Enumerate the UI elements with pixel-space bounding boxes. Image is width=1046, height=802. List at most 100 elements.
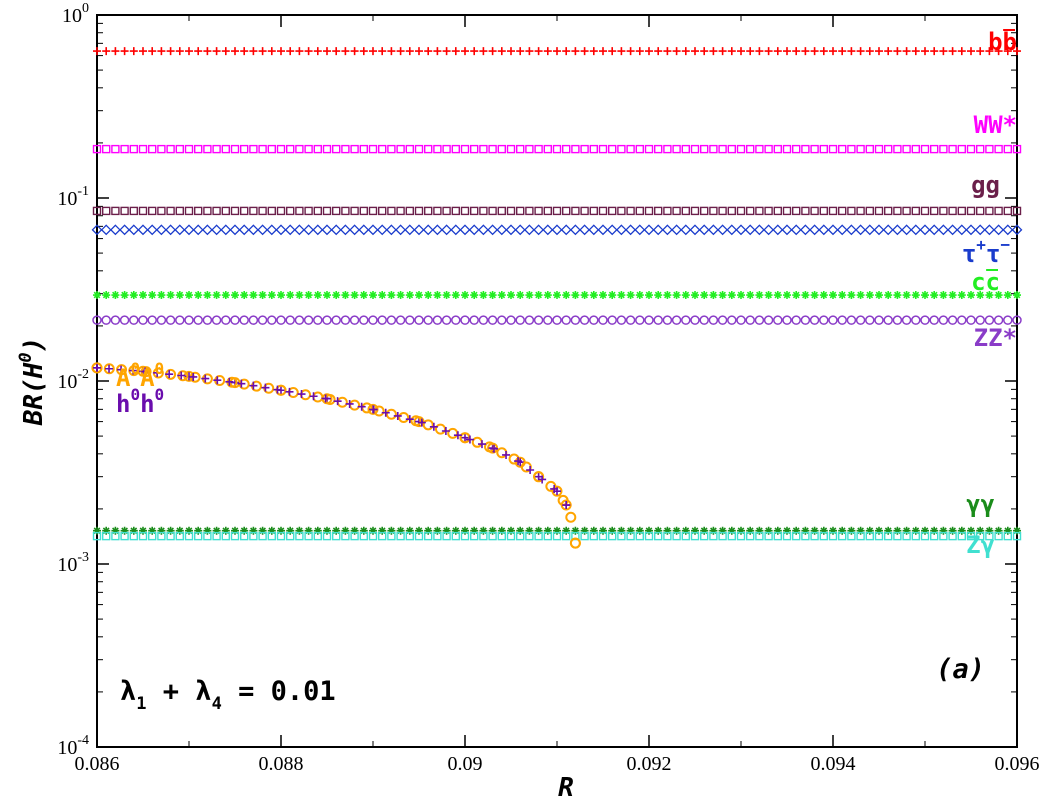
data-point — [398, 412, 410, 424]
data-point — [746, 531, 755, 541]
data-point — [341, 47, 350, 56]
data-point — [654, 291, 663, 300]
data-point — [985, 526, 994, 535]
data-point — [166, 526, 175, 535]
data-point — [385, 224, 397, 236]
data-point — [874, 206, 884, 216]
data-point — [782, 144, 792, 154]
data-point — [781, 224, 793, 236]
data-point — [525, 144, 534, 154]
data-point — [569, 224, 581, 236]
data-point — [424, 206, 433, 216]
data-point — [221, 47, 230, 56]
data-point — [183, 224, 195, 236]
data-point — [920, 206, 930, 216]
data-point — [405, 531, 414, 541]
data-point — [569, 537, 581, 549]
data-point — [249, 531, 258, 541]
data-point — [422, 224, 434, 236]
series-label-text: cc — [971, 268, 1000, 296]
data-point — [404, 224, 416, 236]
y-axis-title-base: BR(H — [19, 362, 49, 426]
data-point — [414, 206, 424, 216]
data-point — [608, 531, 617, 541]
data-point — [875, 291, 883, 300]
data-point — [497, 315, 507, 325]
data-point — [543, 291, 552, 300]
data-point — [175, 531, 185, 541]
data-point — [203, 291, 212, 300]
data-point — [643, 224, 655, 236]
data-point — [184, 206, 194, 216]
data-point — [286, 144, 295, 154]
data-point — [589, 291, 598, 300]
data-point — [773, 526, 782, 535]
data-point — [231, 291, 239, 300]
data-point — [441, 427, 450, 436]
data-point — [323, 291, 331, 300]
data-point — [911, 315, 921, 325]
data-point — [155, 224, 167, 236]
data-point — [258, 526, 267, 535]
series-label: gg — [971, 171, 1000, 199]
data-point — [102, 526, 111, 535]
data-point — [538, 475, 547, 484]
data-point — [497, 291, 506, 300]
data-point — [893, 526, 902, 535]
data-point — [422, 419, 434, 431]
annotation-plus: + — [147, 676, 196, 707]
data-point — [410, 415, 422, 427]
data-point — [635, 531, 644, 541]
data-point — [341, 206, 350, 216]
data-point — [681, 206, 690, 216]
data-point — [700, 206, 709, 216]
panel-label: (a) — [936, 654, 985, 685]
data-point — [856, 206, 865, 216]
data-point — [700, 47, 709, 56]
data-point — [350, 526, 359, 535]
data-point — [865, 47, 874, 56]
data-point — [273, 385, 282, 394]
data-point — [948, 144, 957, 154]
data-point — [838, 47, 847, 56]
y-tick-base: 10 — [57, 737, 77, 759]
data-point — [561, 315, 571, 325]
data-point — [378, 144, 387, 154]
data-point — [415, 526, 423, 535]
data-point — [157, 526, 166, 535]
data-point — [249, 381, 258, 390]
data-point — [882, 224, 894, 236]
data-point — [405, 206, 414, 216]
data-point — [129, 206, 139, 216]
data-point — [286, 47, 295, 56]
data-point — [488, 206, 497, 216]
data-point — [838, 526, 847, 535]
data-point — [792, 47, 801, 56]
data-point — [552, 315, 562, 325]
data-point — [755, 144, 764, 154]
data-point — [249, 291, 258, 300]
data-point — [479, 47, 488, 56]
data-point — [966, 206, 976, 216]
data-point — [855, 315, 866, 325]
data-point — [166, 531, 175, 541]
data-point — [101, 531, 111, 541]
data-point — [451, 526, 460, 535]
x-tick-label: 0.092 — [627, 753, 672, 775]
data-point — [477, 224, 489, 236]
data-point — [111, 531, 120, 541]
data-point — [773, 144, 782, 154]
data-point — [203, 47, 212, 56]
data-point — [497, 526, 506, 535]
data-point — [92, 144, 102, 154]
data-point — [565, 511, 577, 523]
data-point — [654, 526, 663, 535]
data-point — [322, 206, 332, 216]
data-point — [911, 291, 920, 300]
data-point — [105, 364, 114, 373]
data-point — [550, 484, 559, 493]
data-point — [736, 144, 746, 154]
data-point — [349, 315, 360, 325]
data-point — [883, 315, 893, 325]
data-point — [552, 531, 562, 541]
